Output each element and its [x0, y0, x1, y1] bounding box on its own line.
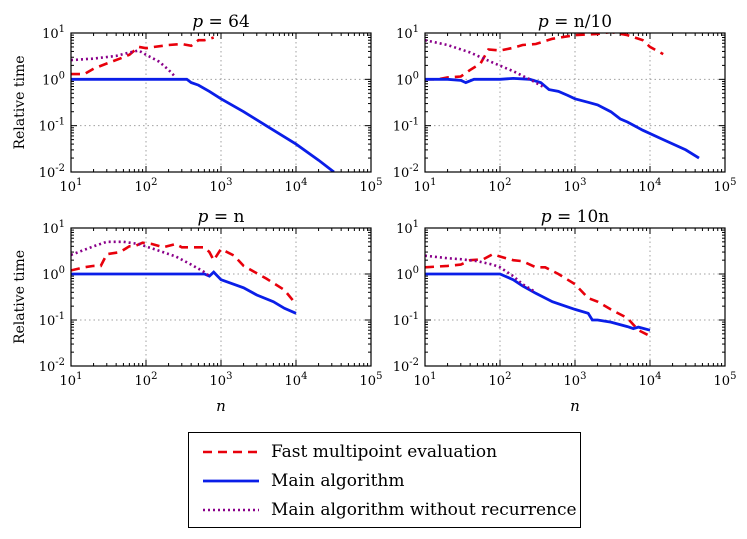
plot-frame — [424, 227, 726, 367]
y-tick-label: 10-1 — [393, 117, 419, 135]
series-line-norec — [71, 49, 177, 79]
series-line-norec — [425, 254, 537, 294]
x-tick-label: 101 — [414, 371, 437, 389]
y-axis-label: Relative time — [12, 55, 28, 149]
panel-1: 101 102 103 104 105 10-2 10-1 100 101 p = 64 Relat… — [12, 12, 382, 195]
x-tick-label: 102 — [489, 177, 512, 195]
y-tick-label: 100 — [396, 70, 419, 88]
legend-swatch-norec — [203, 508, 259, 512]
figure: 101 102 103 104 105 10-2 10-1 100 101 p = 64 Relat… — [12, 12, 737, 415]
x-tick-label: 104 — [285, 177, 308, 195]
x-tick-label: 104 — [639, 371, 662, 389]
legend-label-fast: Fast multipoint evaluation — [271, 442, 498, 462]
y-tick-label: 10-1 — [39, 117, 65, 135]
y-tick-label: 10-1 — [393, 311, 419, 329]
plot-frame — [70, 32, 372, 173]
panel-title: p = 64 — [192, 12, 250, 32]
panel-title: p = n — [198, 207, 245, 227]
legend-swatch-fast — [203, 450, 259, 454]
plot-frame — [424, 32, 726, 173]
legend-swatch-main — [203, 479, 259, 483]
y-tick-label: 101 — [42, 24, 65, 42]
series-line-fast — [71, 36, 215, 76]
series-line-norec — [425, 38, 546, 90]
y-tick-label: 10-2 — [393, 163, 419, 181]
x-tick-label: 105 — [714, 371, 737, 389]
legend-box: Fast multipoint evaluation Main algorith… — [188, 432, 581, 528]
x-tick-label: 103 — [564, 371, 587, 389]
x-axis-label: n — [216, 397, 226, 415]
x-axis-label: n — [570, 397, 580, 415]
x-tick-label: 104 — [639, 177, 662, 195]
series-line-main — [425, 76, 700, 160]
y-tick-label: 10-2 — [39, 357, 65, 375]
panel-title: p = 10n — [541, 207, 610, 227]
y-tick-label: 10-2 — [393, 357, 419, 375]
series-line-main — [71, 270, 297, 315]
y-tick-label: 100 — [396, 265, 419, 283]
legend-item-main: Main algorithm — [203, 468, 405, 494]
series-line-main — [425, 272, 651, 332]
x-tick-label: 101 — [414, 177, 437, 195]
x-tick-label: 101 — [60, 371, 83, 389]
x-tick-label: 105 — [360, 371, 383, 389]
y-tick-label: 101 — [42, 219, 65, 237]
plot-frame — [70, 227, 372, 367]
legend-item-norec: Main algorithm without recurrence — [203, 497, 577, 523]
x-tick-label: 103 — [210, 177, 233, 195]
x-tick-label: 105 — [360, 177, 383, 195]
y-tick-label: 10-1 — [39, 311, 65, 329]
series-line-fast — [425, 33, 664, 81]
x-tick-label: 103 — [564, 177, 587, 195]
y-tick-label: 100 — [42, 265, 65, 283]
x-tick-label: 102 — [489, 371, 512, 389]
panel-3: 101 102 103 104 105 10-2 10-1 100 101 p = n Relati… — [12, 207, 382, 415]
panel-title: p = n/10 — [538, 12, 612, 32]
panel-2: 101 102 103 104 105 10-2 10-1 100 101 p = n/10 — [393, 12, 737, 195]
y-axis-label: Relative time — [12, 250, 28, 344]
legend-label-norec: Main algorithm without recurrence — [271, 500, 577, 520]
y-tick-label: 100 — [42, 70, 65, 88]
x-tick-label: 103 — [210, 371, 233, 389]
series-line-main — [71, 77, 335, 172]
x-tick-label: 101 — [60, 177, 83, 195]
x-tick-label: 105 — [714, 177, 737, 195]
x-tick-label: 104 — [285, 371, 308, 389]
legend-label-main: Main algorithm — [271, 471, 405, 491]
x-tick-label: 102 — [135, 177, 158, 195]
series-line-fast — [71, 241, 298, 306]
x-tick-label: 102 — [135, 371, 158, 389]
panel-4: 101 102 103 104 105 10-2 10-1 100 101 p = 10n n — [393, 207, 737, 415]
legend-item-fast: Fast multipoint evaluation — [203, 439, 497, 465]
y-tick-label: 101 — [396, 24, 419, 42]
y-tick-label: 101 — [396, 219, 419, 237]
y-tick-label: 10-2 — [39, 163, 65, 181]
series-line-norec — [71, 240, 211, 278]
